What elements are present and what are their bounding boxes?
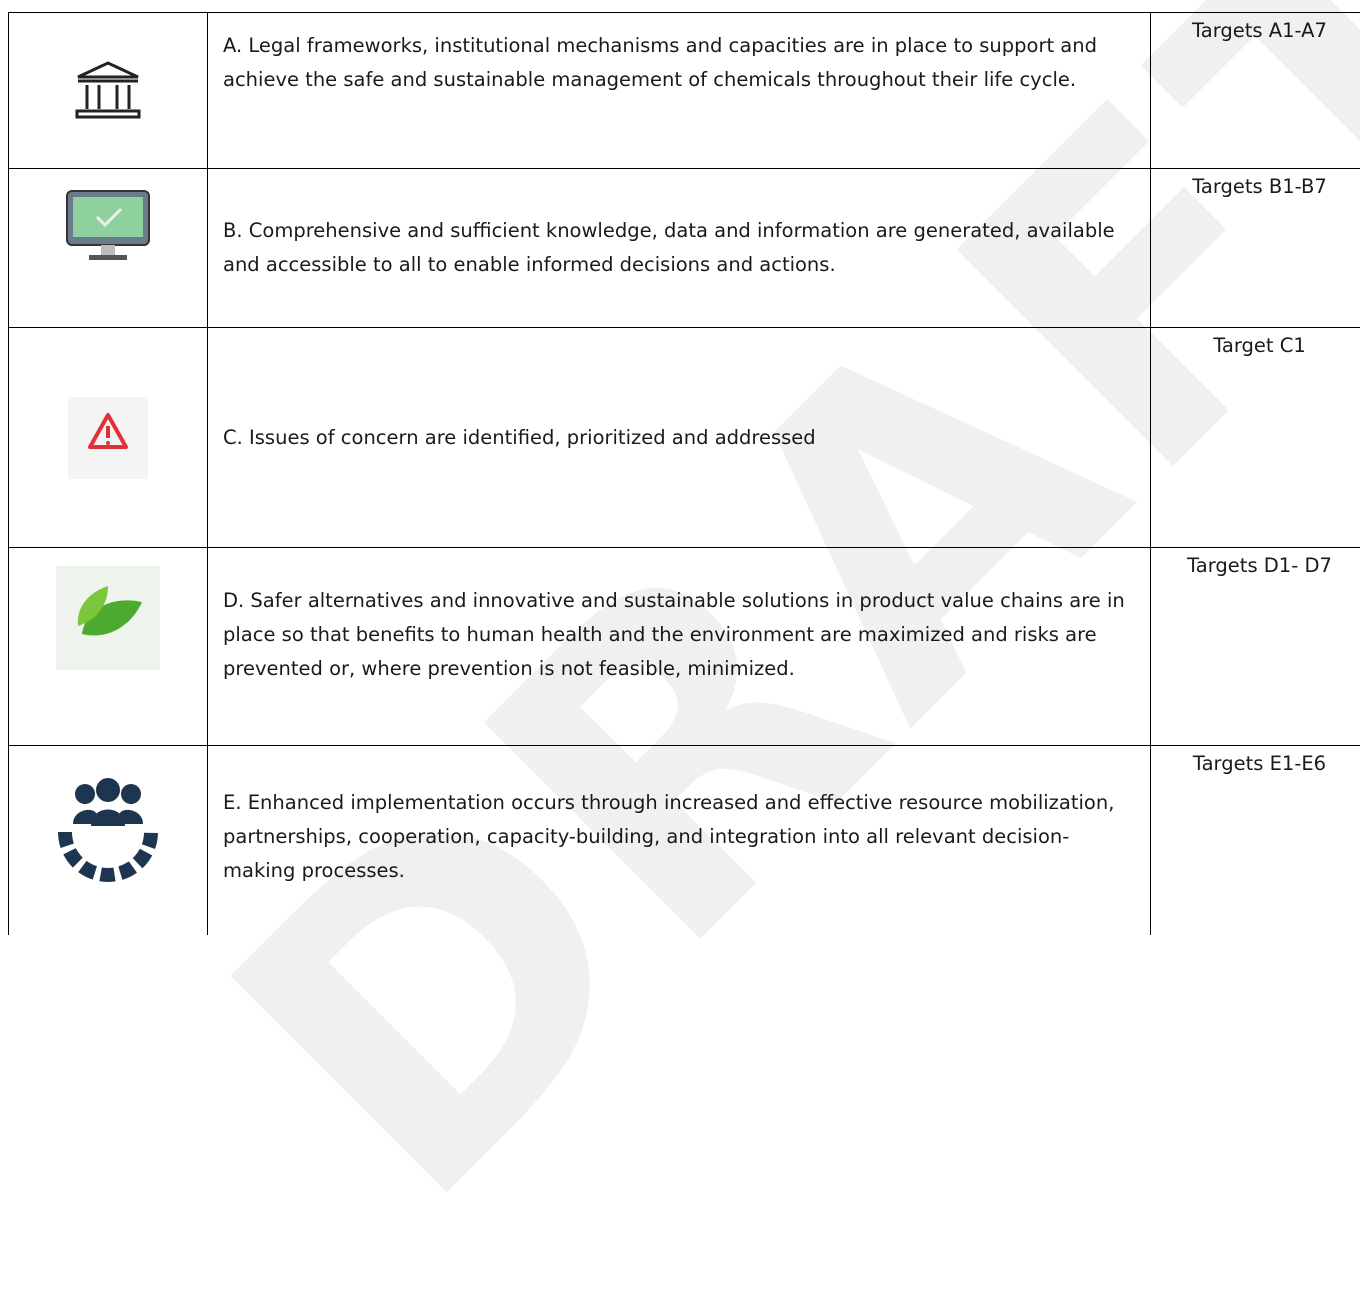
icon-cell	[8, 548, 208, 745]
targets: Targets E1-E6	[1150, 746, 1360, 935]
warning-icon	[68, 396, 148, 479]
icon-cell	[8, 13, 208, 168]
row: C. Issues of concern are identified, pri…	[8, 327, 1360, 547]
team-gear-icon	[58, 778, 158, 882]
monitor-icon	[66, 190, 150, 260]
goal-text: D. Safer alternatives and innovative and…	[223, 589, 1125, 680]
targets: Targets B1-B7	[1150, 169, 1360, 327]
icon-cell	[8, 328, 208, 547]
leaf-icon	[56, 566, 160, 670]
targets: Targets D1- D7	[1150, 548, 1360, 745]
row: D. Safer alternatives and innovative and…	[8, 547, 1360, 745]
goal-text: E. Enhanced implementation occurs throug…	[223, 791, 1115, 882]
page: A. Legal frameworks, institutional mecha…	[8, 0, 1360, 1290]
bank-icon	[75, 60, 141, 118]
targets: Target C1	[1150, 328, 1360, 547]
goal-text: A. Legal frameworks, institutional mecha…	[223, 34, 1097, 91]
icon-cell	[8, 169, 208, 327]
icon-cell	[8, 746, 208, 935]
row: B. Comprehensive and sufficient knowledg…	[8, 168, 1360, 327]
targets: Targets A1-A7	[1150, 13, 1360, 168]
goal-text: B. Comprehensive and sufficient knowledg…	[223, 219, 1115, 276]
row: A. Legal frameworks, institutional mecha…	[8, 12, 1360, 168]
row: E. Enhanced implementation occurs throug…	[8, 745, 1360, 935]
goal-text: C. Issues of concern are identified, pri…	[223, 425, 816, 449]
